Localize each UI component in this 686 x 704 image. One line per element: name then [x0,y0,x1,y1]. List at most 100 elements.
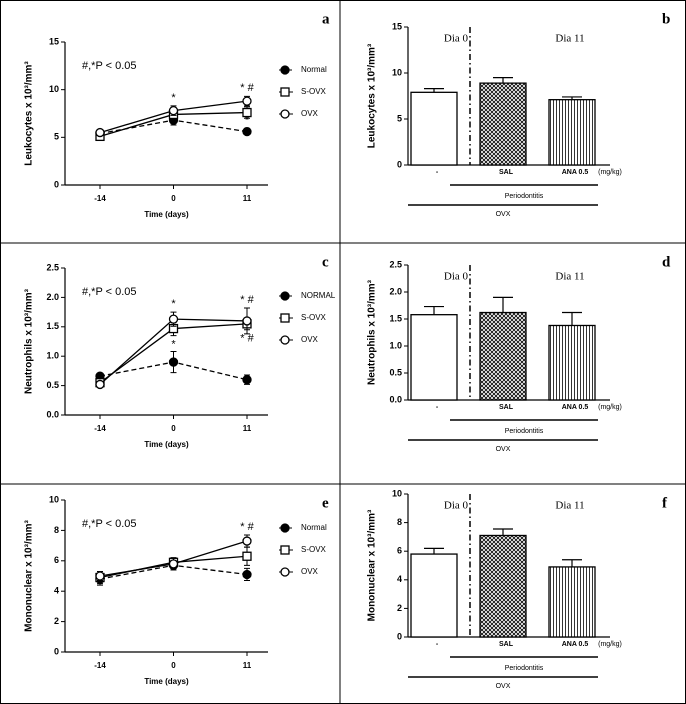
error-bar [562,96,582,100]
y-tick-label: 2 [397,603,402,613]
y-tick-label: 6 [54,555,59,565]
y-tick-label: 2.0 [46,292,59,302]
marker [242,569,252,580]
x-tick-label: -14 [94,661,106,670]
legend-label: Normal [301,65,327,74]
x-tick-label: - [436,404,439,411]
y-tick-label: 5 [54,132,59,142]
significance-label: * # [240,294,254,306]
y-tick-label: 2.0 [389,286,402,296]
y-tick-label: 0 [54,646,59,656]
bar [410,91,458,166]
y-tick-label: 10 [49,84,59,94]
error-bar [562,311,582,326]
y-tick-label: 0 [397,159,402,169]
period-label: Dia 11 [555,271,584,283]
x-tick-label: - [436,169,439,176]
y-tick-label: 10 [392,67,402,77]
x-tick-label: ANA 0.5 [562,169,589,176]
group-label: OVX [496,683,511,690]
y-tick-label: 1.0 [389,340,402,350]
bar [548,99,596,166]
legend-marker [280,291,290,301]
y-axis-label: Neutrophils x 10³/mm³ [24,288,35,394]
annotation: #,*P < 0.05 [82,60,137,72]
y-tick-label: 10 [49,494,59,504]
marker [168,314,179,324]
x-tick-label: 11 [243,661,252,670]
y-axis-label: Leukocytes x 10³/mm³ [367,43,378,148]
legend-label: S-OVX [301,87,327,96]
unit-label: (mg/kg) [598,404,622,411]
legend-marker [280,523,290,533]
group-label: Periodontitis [505,428,544,435]
y-tick-label: 15 [392,21,402,31]
panel-letter: a [322,11,330,27]
marker [242,107,252,118]
y-axis-label: Leukocytes x 10³/mm³ [24,61,35,166]
x-tick-label: -14 [94,424,106,433]
legend-label: Normal [301,523,327,532]
y-tick-label: 8 [397,517,402,527]
marker [242,96,252,106]
y-axis-label: Mononuclear x 10³/mm³ [367,509,378,621]
y-tick-label: 5 [397,113,402,123]
x-tick-label: - [436,641,439,648]
significance-label: * [171,339,176,351]
marker [242,126,252,137]
panel-letter: b [662,11,670,27]
legend-marker [280,335,290,345]
period-label: Dia 0 [444,500,469,512]
unit-label: (mg/kg) [598,641,622,648]
marker [168,105,179,116]
period-label: Dia 0 [444,33,469,45]
x-tick-label: SAL [499,404,514,411]
legend-label: OVX [301,567,319,576]
x-axis-label: Time (days) [144,677,189,686]
error-bar [493,77,513,84]
x-axis-label: Time (days) [144,210,189,219]
bar [410,553,458,638]
error-bar [424,305,444,315]
period-label: Dia 11 [555,33,584,45]
y-tick-label: 0.5 [46,380,59,390]
significance-label: * # [240,333,254,345]
legend-label: S-OVX [301,545,327,554]
marker [242,316,252,326]
error-bar [562,559,582,567]
panel-letter: c [322,254,329,270]
significance-label: * [171,298,176,310]
legend-label: OVX [301,109,319,118]
legend-marker [280,313,290,323]
legend-marker [280,567,290,577]
y-tick-label: 8 [54,525,59,535]
marker [168,559,179,569]
annotation: #,*P < 0.05 [82,286,137,298]
bar [479,82,527,166]
y-tick-label: 0.0 [389,394,402,404]
y-axis-label: Mononuclear x 10³/mm³ [24,519,35,631]
x-tick-label: 11 [243,424,252,433]
error-bar [424,88,444,93]
legend-label: NORMAL [301,291,336,300]
y-tick-label: 0 [397,631,402,641]
marker [242,536,252,546]
x-axis-label: Time (days) [144,440,189,449]
y-tick-label: 15 [49,36,59,46]
y-tick-label: 1.5 [46,321,59,331]
bar [548,324,596,401]
x-tick-label: 11 [243,194,252,203]
significance-label: * # [240,521,254,533]
y-tick-label: 2 [54,616,59,626]
y-axis-label: Neutrophils x 10³/mm³ [367,279,378,385]
legend-marker [280,545,290,555]
x-tick-label: SAL [499,641,514,648]
bar [479,534,527,638]
significance-label: * [171,92,176,104]
x-tick-label: -14 [94,194,106,203]
x-tick-label: SAL [499,169,514,176]
y-tick-label: 1.5 [389,313,402,323]
x-tick-label: 0 [171,194,176,203]
y-tick-label: 2.5 [389,259,402,269]
